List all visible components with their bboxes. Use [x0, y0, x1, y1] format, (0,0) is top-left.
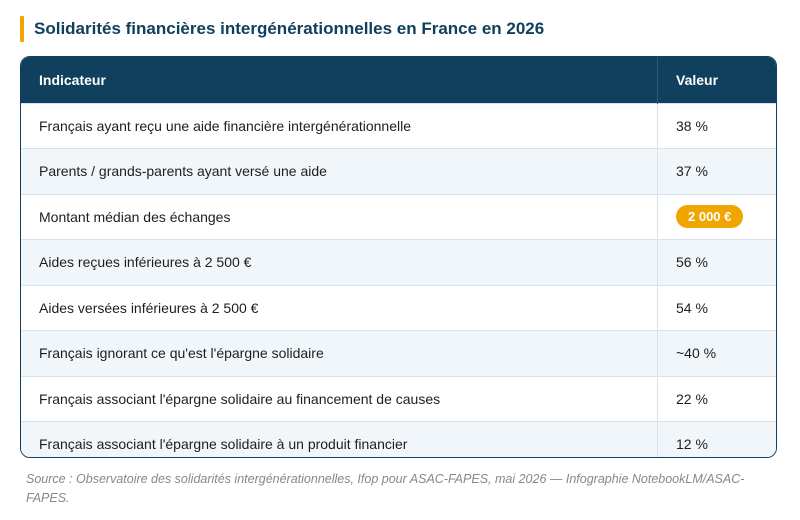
row-value: 54 %: [657, 284, 776, 331]
data-table: Indicateur Valeur Français ayant reçu un…: [21, 57, 776, 457]
source-note: Source : Observatoire des solidarités in…: [26, 472, 745, 505]
table-row: Français ayant reçu une aide financière …: [21, 102, 776, 149]
table-row: Français associant l'épargne solidaire a…: [21, 375, 776, 422]
table-row: Aides versées inférieures à 2 500 € 54 %: [21, 284, 776, 331]
row-value: 56 %: [657, 239, 776, 285]
highlight-badge: 2 000 €: [676, 205, 744, 229]
row-indicator: Français associant l'épargne solidaire à…: [21, 421, 658, 457]
table-row: Montant médian des échanges 2 000 €: [21, 193, 776, 240]
table-row: Parents / grands-parents ayant versé une…: [21, 148, 776, 194]
header-value: Valeur: [676, 71, 719, 88]
row-value-cell: 2 000 €: [657, 193, 776, 240]
row-indicator: Français ignorant ce qu'est l'épargne so…: [21, 330, 658, 376]
header-indicator: Indicateur: [21, 57, 658, 103]
row-indicator: Français ayant reçu une aide financière …: [21, 102, 658, 149]
title-accent-bar: [20, 16, 24, 42]
row-value: ~40 %: [657, 330, 776, 376]
table-row: Français associant l'épargne solidaire à…: [21, 421, 776, 457]
row-indicator: Montant médian des échanges: [21, 193, 658, 240]
row-indicator: Aides versées inférieures à 2 500 €: [21, 284, 658, 331]
table-row: Français ignorant ce qu'est l'épargne so…: [21, 330, 776, 376]
row-indicator: Aides reçues inférieures à 2 500 €: [21, 239, 658, 285]
page-title: Solidarités financières intergénérationn…: [34, 19, 545, 38]
row-value: 38 %: [657, 102, 776, 149]
data-table-container: Indicateur Valeur Français ayant reçu un…: [20, 56, 777, 458]
title-block: Solidarités financières intergénérationn…: [20, 16, 544, 42]
row-indicator: Parents / grands-parents ayant versé une…: [21, 148, 658, 194]
table-row: Aides reçues inférieures à 2 500 € 56 %: [21, 239, 776, 285]
table-header-row: Indicateur Valeur: [21, 57, 776, 103]
row-value: 12 %: [657, 421, 776, 457]
row-value: 22 %: [657, 375, 776, 422]
row-indicator: Français associant l'épargne solidaire a…: [21, 375, 658, 422]
row-value: 37 %: [657, 148, 776, 194]
